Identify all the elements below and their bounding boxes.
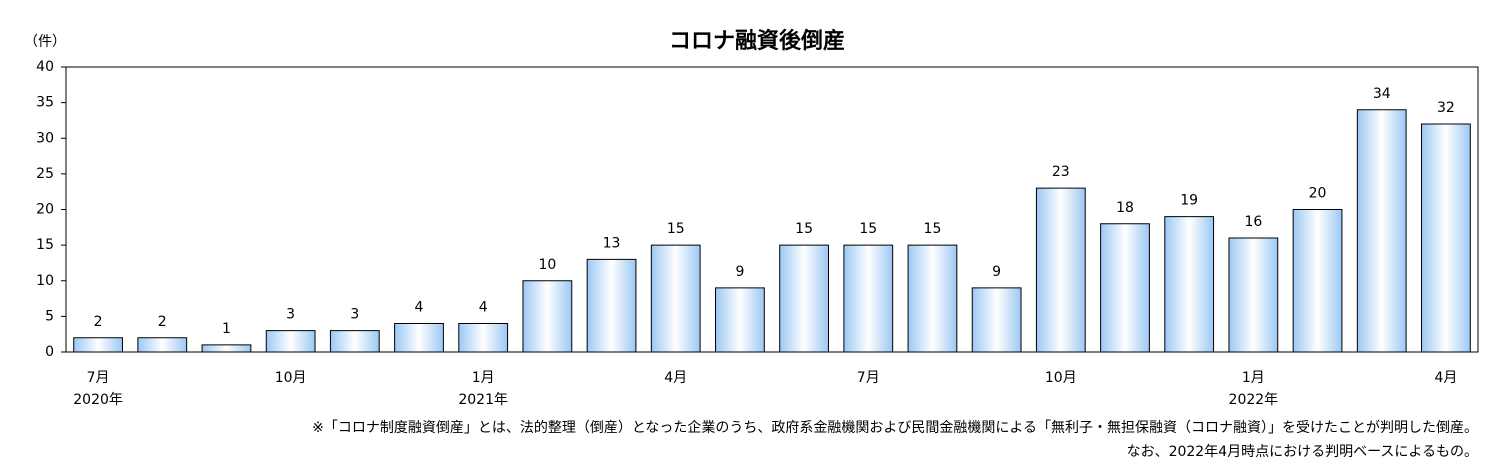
bar: [329, 330, 380, 353]
data-label: 4: [415, 300, 424, 316]
x-tick-label: 10月: [1045, 370, 1077, 386]
y-tick-label: 15: [36, 237, 54, 253]
y-tick-label: 0: [45, 344, 54, 360]
bar: [1228, 237, 1279, 353]
bar: [137, 337, 188, 353]
bar: [779, 244, 829, 353]
bar: [843, 244, 894, 353]
y-axis-label: （件）: [24, 34, 66, 50]
x-tick-label: 7月: [87, 370, 110, 386]
bar: [201, 344, 252, 353]
data-label: 15: [795, 221, 813, 237]
bar: [650, 244, 701, 353]
bar: [394, 323, 444, 353]
data-label: 15: [859, 221, 877, 237]
data-label: 3: [286, 307, 295, 323]
data-label: 16: [1244, 214, 1262, 230]
bar: [971, 287, 1022, 353]
bar: [1100, 223, 1150, 353]
bar: [1292, 209, 1343, 353]
bar: [1035, 187, 1086, 353]
data-label: 13: [603, 235, 621, 251]
data-label: 3: [350, 307, 359, 323]
data-label: 18: [1116, 200, 1134, 216]
y-tick-label: 40: [36, 59, 54, 75]
x-tick-label: 7月: [857, 370, 880, 386]
bar: [586, 258, 637, 353]
y-tick-label: 20: [36, 202, 54, 218]
data-label: 10: [538, 257, 556, 273]
y-tick-label: 25: [36, 166, 54, 182]
data-label: 15: [667, 221, 685, 237]
data-label: 23: [1052, 164, 1070, 180]
data-label: 9: [992, 264, 1001, 280]
y-tick-label: 30: [36, 130, 54, 146]
data-label: 20: [1309, 186, 1327, 202]
x-tick-label: 4月: [664, 370, 687, 386]
x-tick-label: 10月: [275, 370, 307, 386]
footnote: ※「コロナ制度融資倒産」とは、法的整理（倒産）となった企業のうち、政府系金融機関…: [312, 419, 1478, 436]
x-group-label: 2020年: [73, 392, 123, 408]
data-label: 32: [1437, 100, 1455, 116]
x-tick-label: 1月: [1242, 370, 1265, 386]
chart-title: コロナ融資後倒産: [669, 28, 845, 54]
x-tick-label: 1月: [472, 370, 495, 386]
data-label: 2: [94, 314, 103, 330]
footnote: なお、2022年4月時点における判明ベースによるもの。: [1127, 444, 1478, 460]
bar: [715, 287, 765, 353]
bar: [265, 330, 316, 353]
bar: [1421, 123, 1471, 353]
y-tick-label: 10: [36, 273, 54, 289]
bar: [522, 280, 573, 353]
x-group-label: 2021年: [458, 392, 508, 408]
bar: [1356, 109, 1407, 353]
data-label: 34: [1373, 86, 1391, 102]
data-label: 4: [479, 300, 488, 316]
bar: [458, 323, 509, 353]
x-tick-label: 4月: [1434, 370, 1457, 386]
data-label: 19: [1180, 193, 1198, 209]
y-tick-label: 35: [36, 95, 54, 111]
bar: [907, 244, 958, 353]
bar: [1164, 216, 1215, 353]
x-group-label: 2022年: [1229, 392, 1279, 408]
y-tick-label: 5: [45, 308, 54, 324]
bar: [73, 337, 123, 353]
data-label: 15: [924, 221, 942, 237]
data-label: 1: [222, 321, 231, 337]
data-label: 2: [158, 314, 167, 330]
data-label: 9: [735, 264, 744, 280]
